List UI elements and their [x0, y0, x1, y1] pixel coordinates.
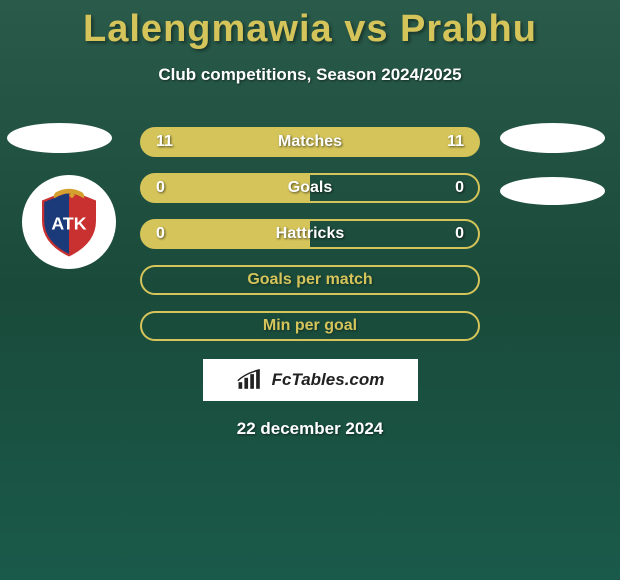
stat-row-hattricks: 0 Hattricks 0 [140, 219, 480, 249]
stat-right-value: 0 [444, 225, 464, 243]
stat-label: Goals [288, 179, 332, 197]
brand-text: FcTables.com [272, 370, 385, 390]
page-title: Lalengmawia vs Prabhu [0, 0, 620, 51]
bar-chart-icon [236, 369, 266, 391]
player-left-placeholder [7, 123, 112, 153]
stat-label: Goals per match [247, 271, 372, 289]
stat-right-value: 11 [444, 133, 464, 151]
stat-left-value: 11 [156, 133, 176, 151]
stat-label: Min per goal [263, 317, 357, 335]
stat-right-value: 0 [444, 179, 464, 197]
stat-left-value: 0 [156, 179, 176, 197]
brand-badge[interactable]: FcTables.com [203, 359, 418, 401]
page-subtitle: Club competitions, Season 2024/2025 [0, 65, 620, 85]
club-left-logo: ATK [22, 175, 116, 269]
svg-text:ATK: ATK [51, 213, 86, 233]
stat-label: Matches [278, 133, 342, 151]
stat-row-goals: 0 Goals 0 [140, 173, 480, 203]
club-right-placeholder [500, 177, 605, 205]
date-text: 22 december 2024 [0, 419, 620, 439]
stat-row-min-per-goal: Min per goal [140, 311, 480, 341]
stat-row-matches: 11 Matches 11 [140, 127, 480, 157]
stat-left-value: 0 [156, 225, 176, 243]
stat-label: Hattricks [276, 225, 344, 243]
stat-row-goals-per-match: Goals per match [140, 265, 480, 295]
atk-shield-icon: ATK [32, 185, 106, 259]
player-right-placeholder [500, 123, 605, 153]
